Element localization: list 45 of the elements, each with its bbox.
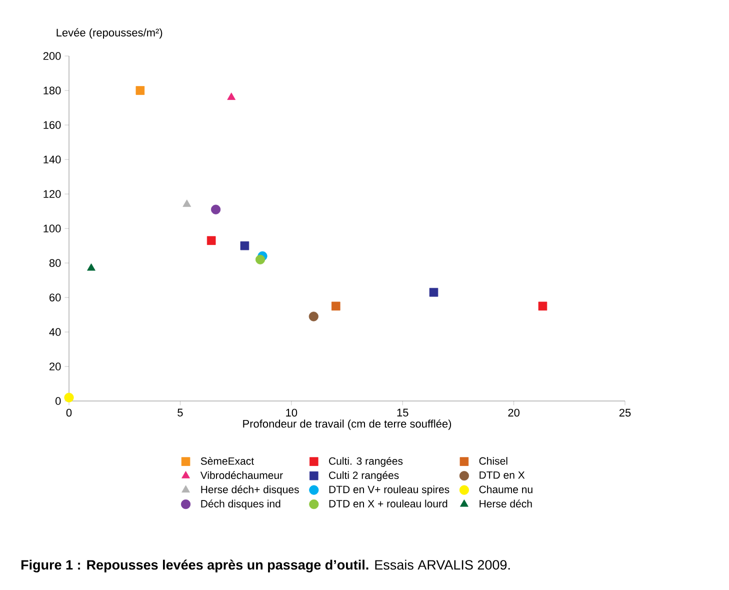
point bbox=[64, 392, 74, 402]
y-tick-label: 40 bbox=[49, 328, 61, 336]
point bbox=[87, 263, 96, 271]
point bbox=[429, 288, 438, 297]
y-axis-title: Levée (repousses/m²) bbox=[56, 28, 162, 39]
point bbox=[227, 92, 236, 100]
legend-label: Culti. 3 rangées bbox=[329, 456, 403, 467]
x-tick-label: 15 bbox=[397, 408, 408, 416]
legend-label: DTD en X + rouleau lourd bbox=[329, 500, 448, 508]
x-tick-label: 25 bbox=[619, 408, 631, 417]
point bbox=[210, 204, 221, 214]
point bbox=[331, 302, 340, 311]
x-tick-label: 0 bbox=[66, 408, 72, 417]
y-tick-label: 60 bbox=[50, 294, 61, 302]
x-tick-label: 20 bbox=[508, 408, 520, 417]
y-tick-label: 20 bbox=[50, 362, 61, 370]
y-tick-label: 100 bbox=[44, 224, 61, 232]
legend-label: DTD en X bbox=[480, 471, 525, 479]
point bbox=[206, 236, 216, 245]
text: Figure 1 : Repousses levées après un passage d’outil. Essais ARVALIS 2009. bbox=[21, 560, 510, 572]
legend-label: Chaume nu bbox=[479, 485, 532, 494]
legend-label: SèmeExact bbox=[200, 456, 254, 465]
point bbox=[240, 241, 250, 250]
y-tick-label: 0 bbox=[56, 397, 61, 405]
y-tick-label: 140 bbox=[44, 156, 61, 164]
legend-label: Déch disques ind bbox=[201, 500, 280, 510]
x-tick-label: 10 bbox=[286, 408, 298, 417]
legend-label: Culti 2 rangées bbox=[329, 471, 399, 482]
y-tick-label: 200 bbox=[43, 52, 61, 60]
y-tick-label: 180 bbox=[44, 86, 61, 94]
legend-label: Herse déch bbox=[480, 500, 532, 508]
x-tick-label: 5 bbox=[178, 408, 183, 416]
point bbox=[538, 302, 548, 311]
y-tick-label: 120 bbox=[44, 190, 61, 198]
legend-label: Vibrodéchaumeur bbox=[200, 471, 283, 480]
point bbox=[255, 254, 266, 264]
x-axis-title: Profondeur de travail (cm de terre soufflée) bbox=[243, 419, 452, 430]
point bbox=[182, 200, 192, 207]
point bbox=[136, 86, 145, 95]
point bbox=[308, 312, 318, 322]
y-tick-label: 80 bbox=[49, 259, 61, 267]
y-tick-label: 160 bbox=[44, 121, 61, 129]
legend-label: DTD en V+ rouleau spires bbox=[329, 485, 450, 496]
legend-label: Chisel bbox=[479, 457, 508, 465]
legend-label: Herse déch+ disques bbox=[201, 485, 299, 496]
